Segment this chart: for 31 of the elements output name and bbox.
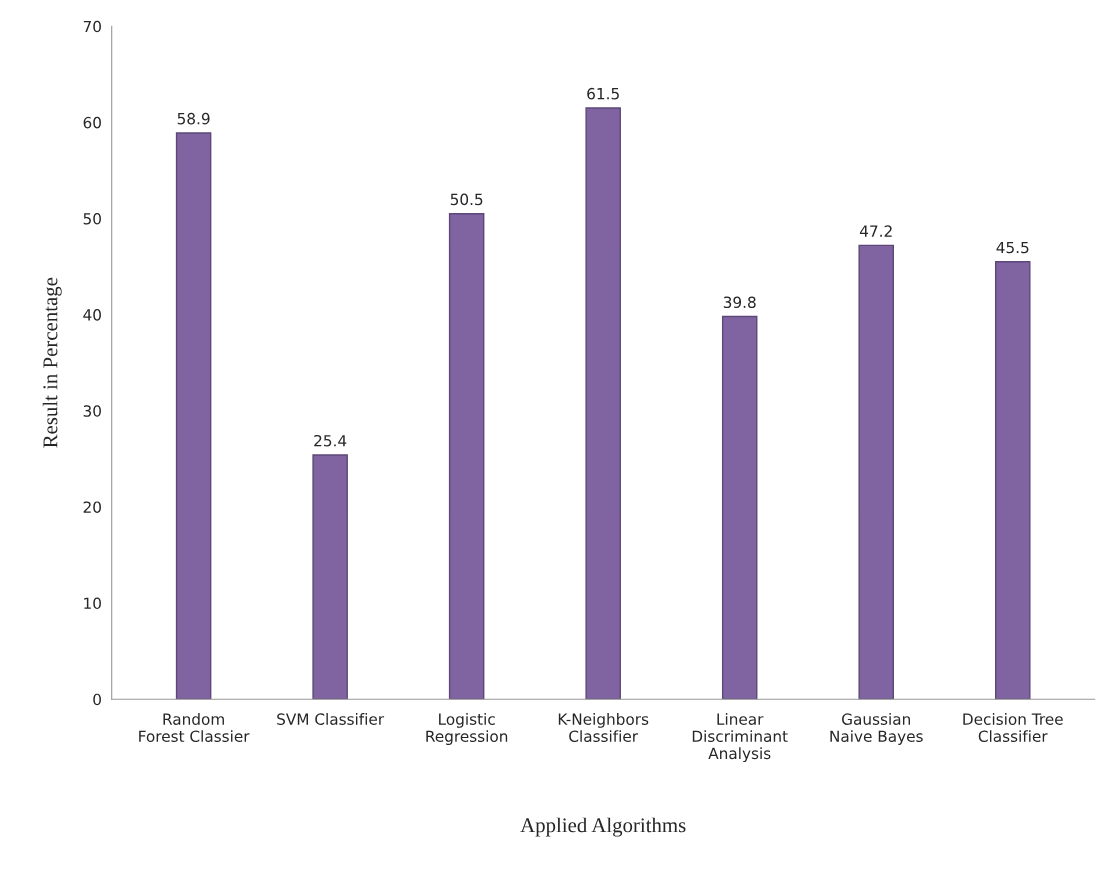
bar xyxy=(312,454,348,700)
y-tick-label: 50 xyxy=(83,212,101,225)
bar xyxy=(175,132,212,700)
y-tick-label: 30 xyxy=(83,405,101,417)
x-tick-label: K-Neighbors Classifier xyxy=(558,713,649,743)
x-axis-title: Applied Algorithms xyxy=(520,817,686,837)
x-tick-label: Decision Tree Classifier xyxy=(963,713,1063,743)
bar xyxy=(858,244,894,700)
x-tick-label: Logistic Regression xyxy=(426,713,508,745)
data-label: 25.4 xyxy=(314,434,347,447)
data-label: 39.8 xyxy=(723,296,756,309)
x-tick-label: SVM Classifier xyxy=(277,713,385,725)
y-tick-label: 40 xyxy=(83,309,101,321)
data-label: 58.9 xyxy=(177,112,210,125)
x-tick-label: Linear Discriminant Analysis xyxy=(692,713,788,763)
bar xyxy=(721,315,758,700)
data-label: 45.5 xyxy=(996,241,1029,254)
y-tick-label: 70 xyxy=(83,20,101,33)
y-tick-label: 20 xyxy=(83,501,101,513)
data-label: 47.2 xyxy=(859,225,892,237)
y-tick-label: 60 xyxy=(83,116,101,129)
bar xyxy=(585,107,621,700)
y-tick-label: 10 xyxy=(84,597,101,610)
bar xyxy=(994,261,1031,700)
data-label: 61.5 xyxy=(587,87,619,100)
x-tick-label: Random Forest Classier xyxy=(139,713,250,743)
bar xyxy=(448,212,485,700)
y-tick-label: 0 xyxy=(93,693,101,706)
y-axis-title: Result in Percentage xyxy=(42,277,62,448)
x-tick-label: Gaussian Naive Bayes xyxy=(830,713,923,745)
data-label: 50.5 xyxy=(450,193,483,206)
